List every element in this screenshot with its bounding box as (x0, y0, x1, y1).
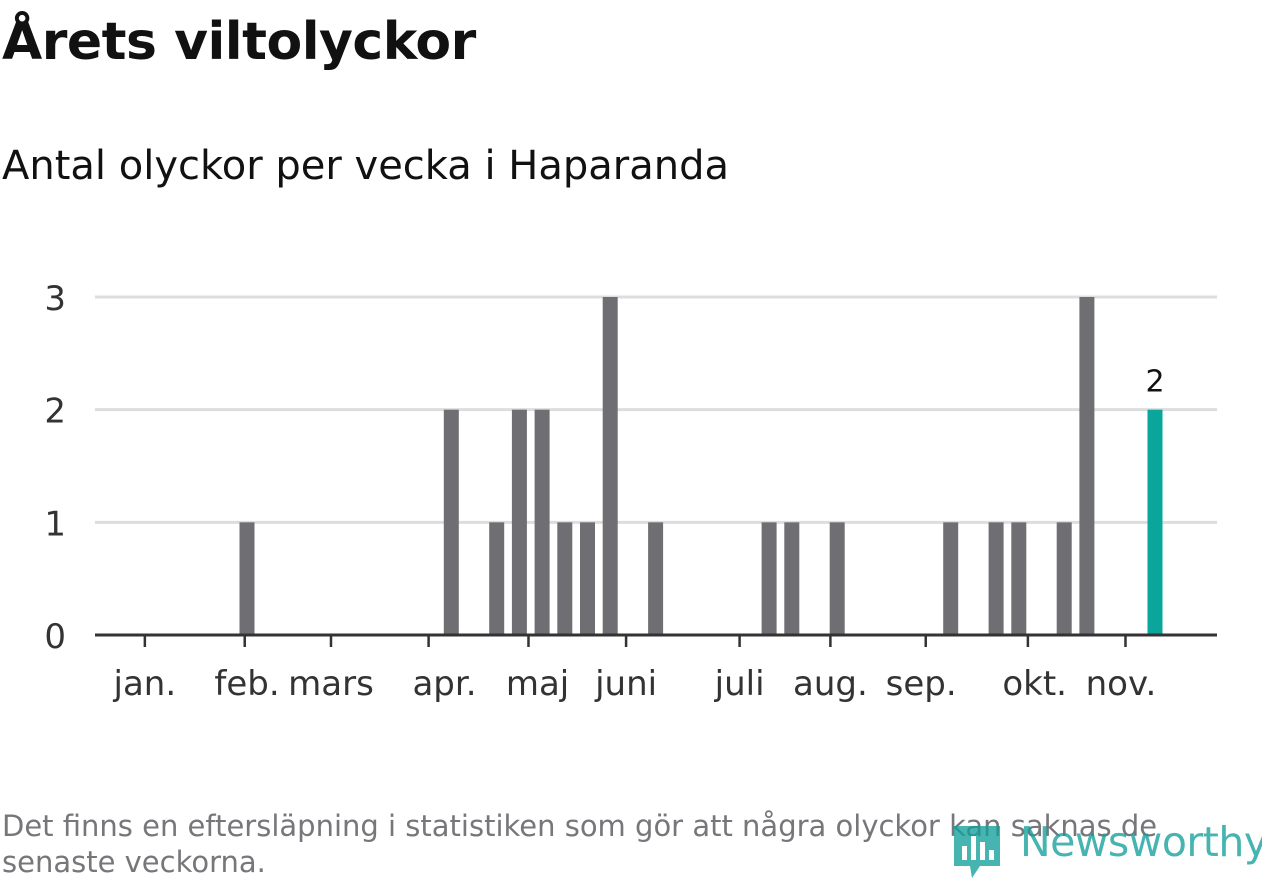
x-tick-label: juli (714, 664, 765, 704)
x-tick-label: okt. (1002, 664, 1067, 704)
brand-name: Newsworthy (1020, 818, 1262, 866)
bar (489, 522, 505, 635)
x-tick-label: feb. (214, 664, 279, 704)
bar (943, 522, 959, 635)
x-tick-label: mars (288, 664, 374, 704)
bar (557, 522, 573, 635)
x-axis-ticks: jan. feb. mars apr. maj juni juli aug. sep. okt. n… (113, 635, 1157, 704)
bar (511, 409, 527, 635)
bar (534, 409, 550, 635)
x-tick-label: sep. (886, 664, 957, 704)
bar-highlight (1147, 409, 1163, 635)
bar-chart: 0 1 2 3 jan. feb. mars apr. maj juni juli aug. sep.… (44, 279, 1217, 704)
bar (239, 522, 255, 635)
x-tick-label: apr. (412, 664, 476, 704)
bar (1056, 522, 1072, 635)
y-tick-label: 2 (44, 392, 66, 432)
newsworthy-brand: Newsworthy (952, 818, 1262, 878)
x-tick-label: nov. (1086, 664, 1157, 704)
gridlines (95, 295, 1217, 524)
bar (1011, 522, 1027, 635)
chart-subtitle: Antal olyckor per vecka i Haparanda (2, 143, 730, 189)
bars (239, 297, 1163, 635)
chart-title: Årets viltolyckor (2, 12, 476, 72)
x-tick-label: maj (506, 664, 569, 704)
bar (1079, 297, 1095, 635)
x-tick-label: juni (594, 664, 657, 704)
bar (761, 522, 777, 635)
y-axis-ticks: 0 1 2 3 (44, 279, 66, 657)
y-tick-label: 0 (44, 617, 66, 657)
bar (580, 522, 595, 635)
data-labels: 2 (1145, 365, 1164, 400)
bar (829, 522, 845, 635)
data-label: 2 (1145, 365, 1164, 400)
bar (602, 297, 618, 635)
bar (784, 522, 800, 635)
bar (648, 522, 664, 635)
x-tick-label: jan. (113, 664, 177, 704)
y-tick-label: 3 (44, 279, 66, 319)
x-tick-label: aug. (793, 664, 868, 704)
bar (443, 409, 459, 635)
newsworthy-logo-icon (954, 826, 1000, 878)
y-tick-label: 1 (44, 504, 66, 544)
bar (988, 522, 1004, 635)
